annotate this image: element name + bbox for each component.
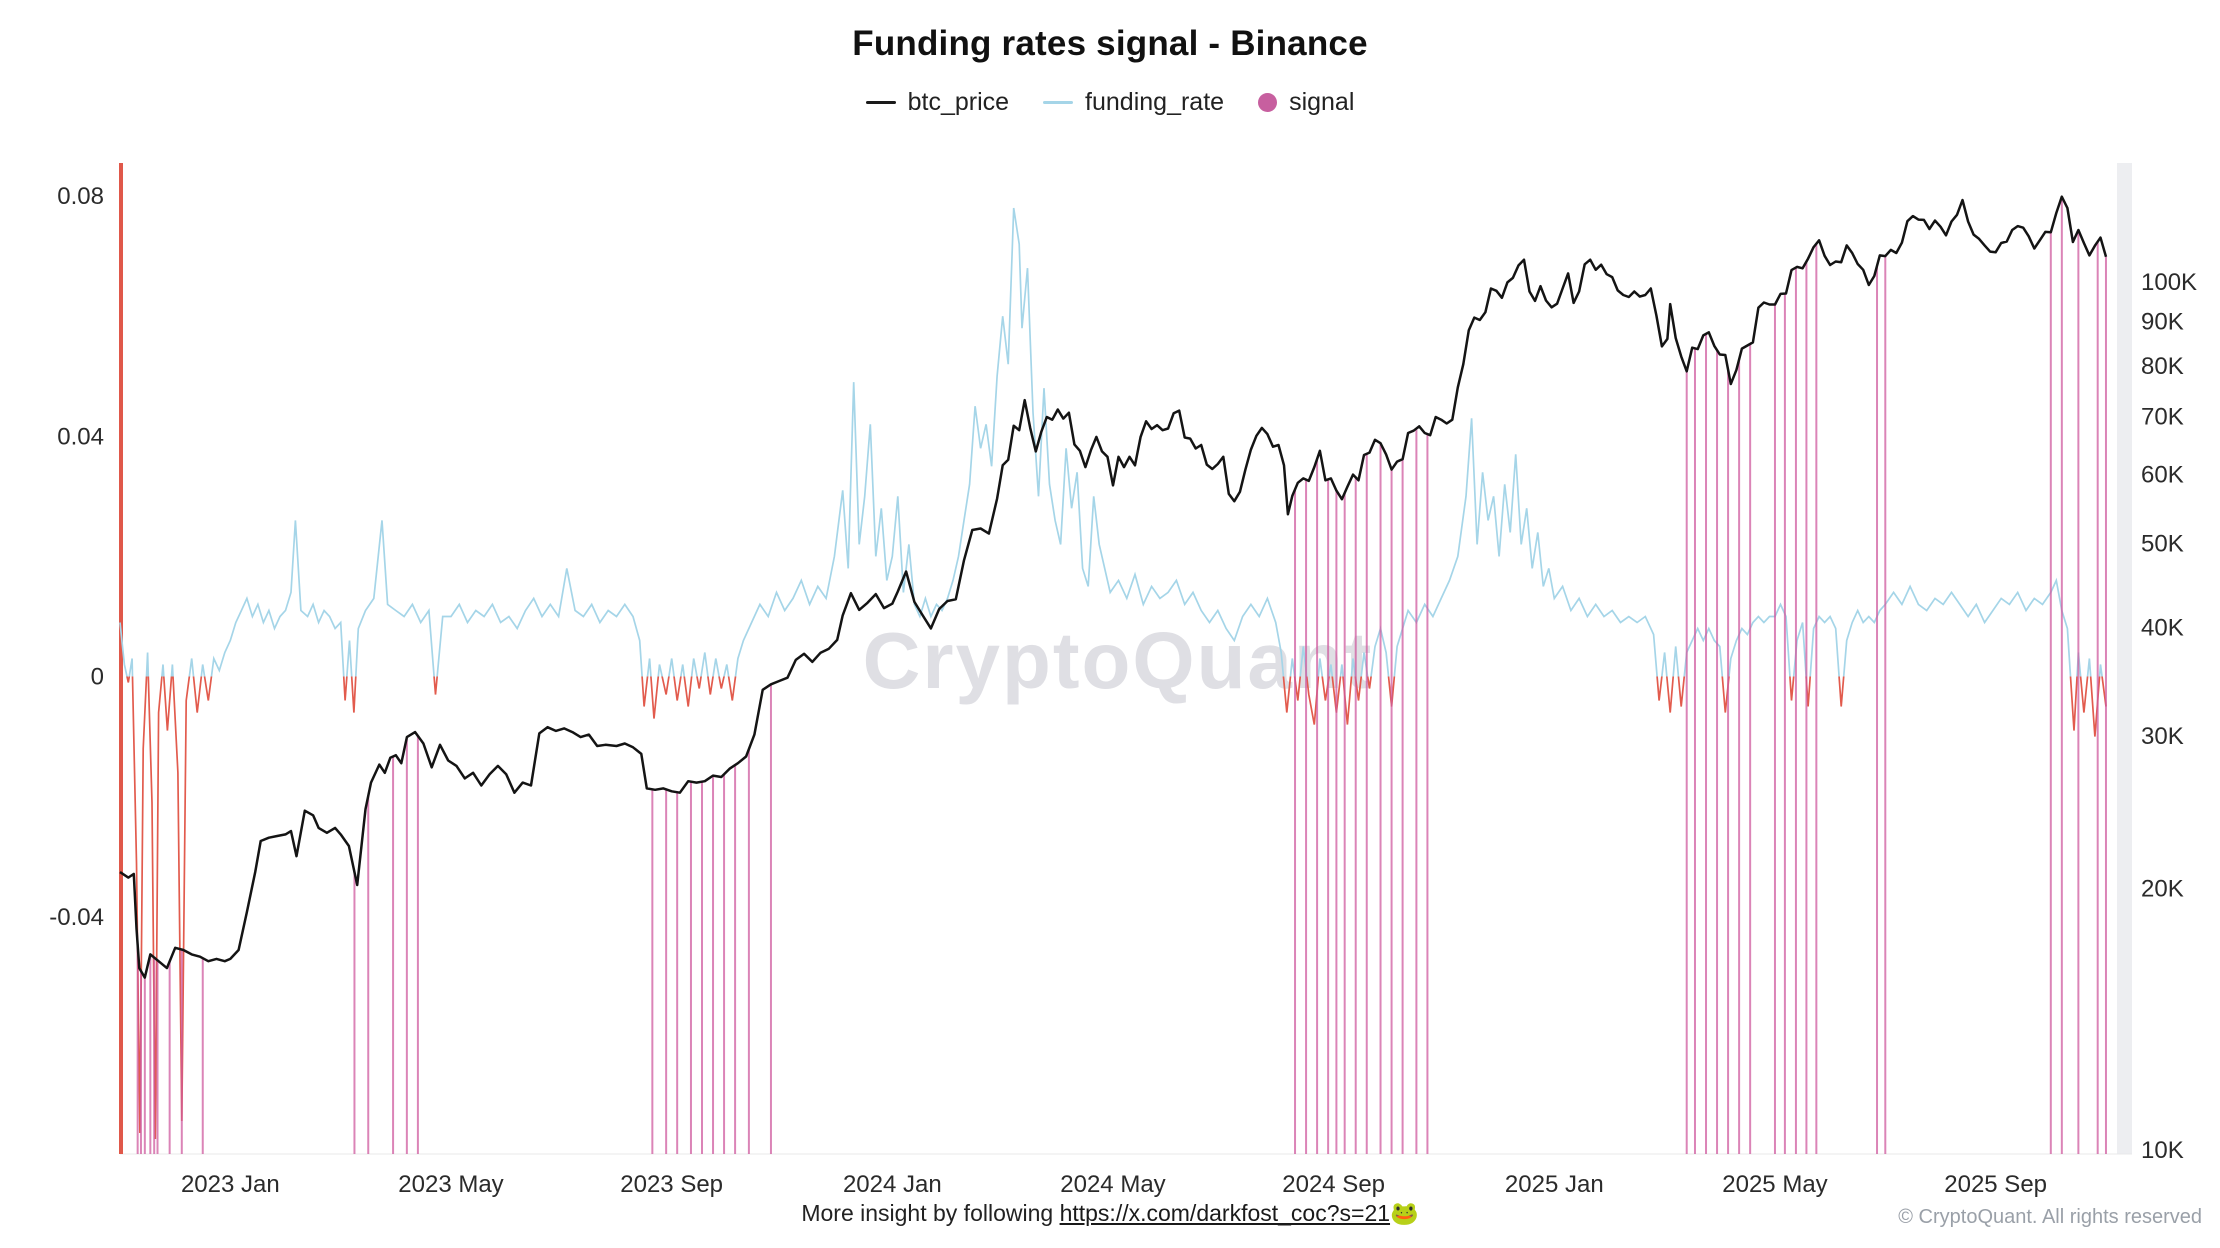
legend-label-signal: signal <box>1289 88 1355 116</box>
legend-item-signal[interactable]: signal <box>1258 88 1354 117</box>
left-axis-tick-label: 0.04 <box>57 423 104 450</box>
watermark: CryptoQuant <box>863 616 1374 705</box>
funding-rate-line-positive <box>119 207 2103 677</box>
right-axis-tick-label: 90K <box>2141 309 2184 336</box>
legend-item-btc-price[interactable]: btc_price <box>865 88 1010 117</box>
legend-label-btc-price: btc_price <box>907 88 1010 116</box>
left-axis-tick-label: 0 <box>91 664 104 691</box>
btc-price-line-swatch <box>865 101 896 104</box>
x-axis-tick-label: 2024 Sep <box>1282 1171 1385 1198</box>
x-axis-tick-label: 2023 Sep <box>620 1171 723 1198</box>
funding-rate-line-swatch <box>1043 101 1074 104</box>
right-axis-tick-label: 100K <box>2141 269 2197 296</box>
footer-prefix: More insight by following <box>801 1200 1060 1226</box>
btc-price-line <box>119 195 2108 979</box>
x-axis-tick-label: 2025 May <box>1722 1171 1827 1198</box>
x-axis-tick-label: 2025 Sep <box>1944 1171 2047 1198</box>
legend-item-funding-rate[interactable]: funding_rate <box>1043 88 1224 117</box>
x-axis-tick-label: 2024 May <box>1060 1171 1165 1198</box>
right-axis-tick-label: 20K <box>2141 876 2184 903</box>
chart-title: Funding rates signal - Binance <box>852 24 1368 63</box>
right-axis-tick-label: 50K <box>2141 530 2184 557</box>
copyright-notice: © CryptoQuant. All rights reserved <box>1898 1206 2202 1228</box>
x-axis-tick-label: 2024 Jan <box>843 1171 942 1198</box>
left-axis-tick-label: 0.08 <box>57 183 104 210</box>
legend: btc_price funding_rate signal <box>0 88 2220 117</box>
footer-note: More insight by following https://x.com/… <box>0 1200 2220 1227</box>
right-axis-tick-label: 80K <box>2141 353 2184 380</box>
right-axis-tick-label: 60K <box>2141 462 2184 489</box>
right-edge-band <box>2117 163 2132 1154</box>
footer-link[interactable]: https://x.com/darkfost_coc?s=21 <box>1059 1200 1391 1226</box>
left-axis-tick-label: -0.04 <box>49 904 104 931</box>
signal-dot-swatch <box>1258 93 1278 112</box>
x-axis-tick-label: 2023 May <box>398 1171 503 1198</box>
right-axis-tick-label: 30K <box>2141 723 2184 750</box>
x-axis-tick-label: 2025 Jan <box>1505 1171 1604 1198</box>
legend-label-funding-rate: funding_rate <box>1085 88 1225 116</box>
right-axis-tick-label: 10K <box>2141 1137 2184 1164</box>
right-axis-tick-label: 40K <box>2141 614 2184 641</box>
x-axis-tick-label: 2023 Jan <box>181 1171 280 1198</box>
frog-emoji-icon: 🐸 <box>1390 1200 1419 1226</box>
right-axis-tick-label: 70K <box>2141 403 2184 430</box>
